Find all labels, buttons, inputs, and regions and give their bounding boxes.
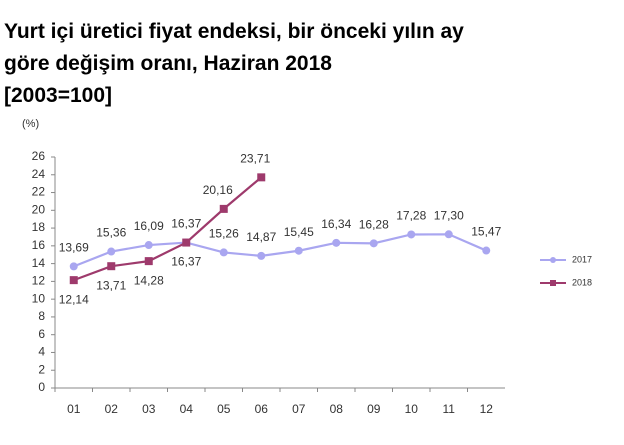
y-tick-label: 26 [32,149,46,163]
y-tick-label: 6 [38,327,45,341]
legend-marker [550,280,556,286]
y-tick-label: 2 [38,362,45,376]
y-tick-label: 18 [32,220,46,234]
x-tick-label: 06 [255,402,269,416]
data-label: 15,36 [96,226,126,240]
data-label: 20,16 [203,183,233,197]
legend-label: 2018 [572,277,592,287]
point [407,230,416,239]
x-tick-label: 05 [217,402,231,416]
y-tick-label: 24 [32,167,46,181]
point [219,204,228,213]
y-tick-label: 8 [38,309,45,323]
point [107,262,116,271]
data-label: 15,45 [284,225,314,239]
data-label: 16,37 [171,217,201,231]
x-tick-label: 12 [480,402,494,416]
chart-title: [2003=100] [4,84,112,107]
point [482,246,491,255]
y-tick-label: 20 [32,202,46,216]
point [69,276,78,285]
point [294,246,303,255]
data-label: 16,34 [321,217,351,231]
data-label: 16,09 [134,219,164,233]
x-tick-label: 02 [105,402,119,416]
point [369,239,378,248]
point [107,247,116,256]
y-tick-label: 12 [32,274,46,288]
point [332,238,341,247]
series-line [73,176,262,282]
point [144,257,153,266]
chart-title: göre değişim oranı, Haziran 2018 [4,52,332,75]
y-tick-label: 16 [32,238,46,252]
data-label: 15,26 [209,227,239,241]
y-tick-label: 22 [32,185,46,199]
x-tick-label: 04 [180,402,194,416]
data-label: 17,30 [434,208,464,222]
data-label: 13,69 [59,241,89,255]
x-tick-label: 01 [67,402,81,416]
y-tick-label: 4 [38,345,45,359]
data-label: 17,28 [396,209,426,223]
chart-title: Yurt içi üretici fiyat endeksi, bir önce… [4,20,464,43]
legend-label: 2017 [572,254,592,264]
data-label: 14,28 [134,273,164,287]
data-label: 12,14 [59,292,89,306]
data-label: 13,71 [96,278,126,292]
x-tick-label: 07 [292,402,306,416]
legend-marker [550,257,556,263]
point [182,238,191,247]
y-tick-label: 10 [32,291,46,305]
point [144,241,153,250]
point [444,230,453,239]
data-label: 15,47 [471,225,501,239]
data-label: 16,28 [359,218,389,232]
y-axis-label: (%) [22,118,39,130]
series-line [73,233,487,268]
point [69,262,78,271]
y-tick-label: 14 [32,256,46,270]
x-tick-label: 03 [142,402,156,416]
point [219,248,228,257]
x-tick-label: 11 [443,402,456,416]
data-label: 14,87 [246,230,276,244]
x-tick-label: 10 [405,402,419,416]
y-tick-label: 0 [38,380,45,394]
data-label: 16,37 [171,255,201,269]
x-tick-label: 08 [330,402,344,416]
data-label: 23,71 [240,152,270,166]
point [257,251,266,260]
point [257,173,266,182]
x-tick-label: 09 [367,402,381,416]
